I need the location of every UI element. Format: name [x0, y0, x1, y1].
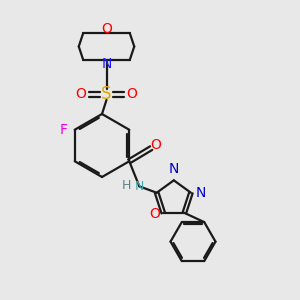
Text: O: O	[76, 88, 86, 101]
Text: O: O	[150, 138, 161, 152]
Text: O: O	[149, 207, 160, 221]
Text: O: O	[127, 88, 137, 101]
Text: N: N	[135, 180, 144, 193]
Text: N: N	[101, 57, 112, 70]
Text: O: O	[101, 22, 112, 36]
Text: N: N	[169, 162, 179, 176]
Text: H: H	[122, 179, 131, 192]
Text: S: S	[101, 85, 112, 103]
Text: N: N	[195, 186, 206, 200]
Text: F: F	[59, 123, 67, 137]
